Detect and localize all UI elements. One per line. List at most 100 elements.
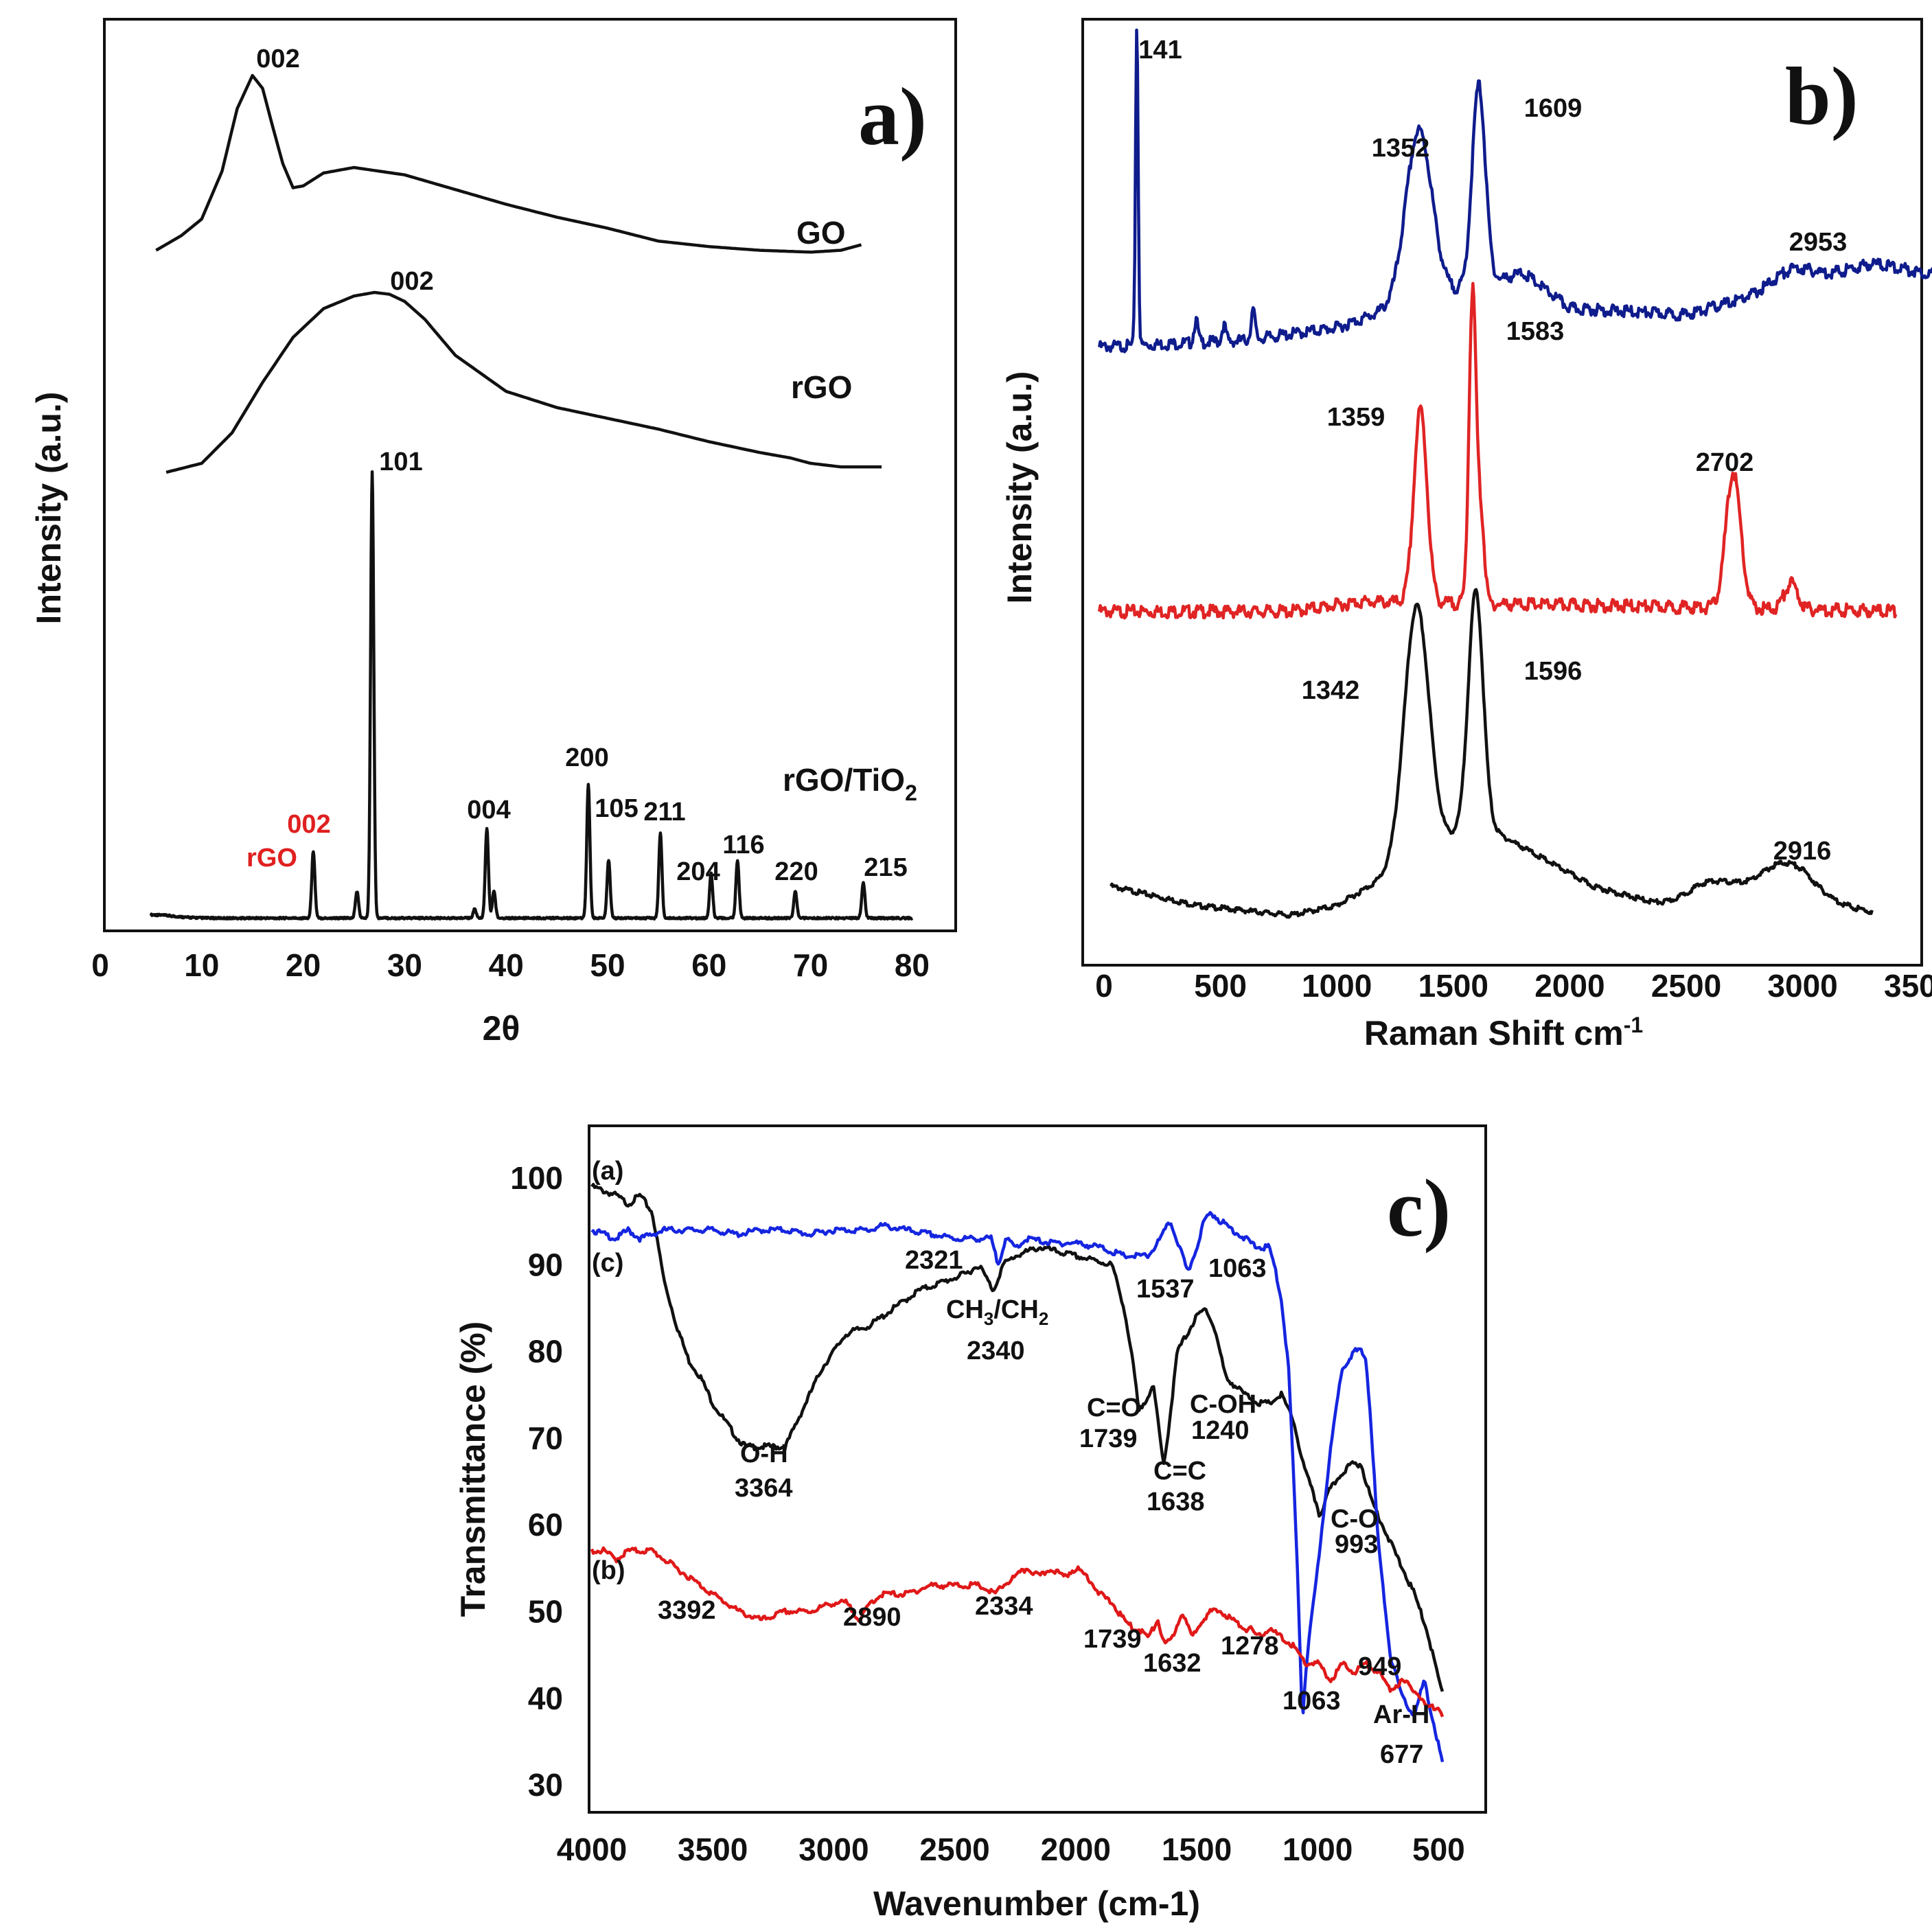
peak-label-215: 215 (864, 853, 907, 882)
series-label-b: (b) (592, 1556, 625, 1585)
x-tick-label: 2500 (1651, 968, 1721, 1004)
panel-c-y-ticks: 30 40 50 60 70 80 90 100 (510, 1160, 563, 1803)
peak-label-rgo-002-red: 002 (287, 810, 330, 839)
peak-label-116: 116 (722, 831, 764, 859)
panel-c-x-ticks: 4000 3500 3000 2500 2000 1500 1000 500 (557, 1832, 1465, 1867)
x-tick-label: 1500 (1418, 968, 1488, 1004)
x-tick-label: 0 (1095, 968, 1113, 1004)
rgo-tio2-subscript: 2 (905, 781, 917, 805)
ann-949: 949 (1358, 1652, 1401, 1681)
peak-label-1359: 1359 (1327, 403, 1385, 432)
panel-b: b) 0500100015002000250030003500 14113521… (1000, 18, 1932, 1052)
y-tick-label: 50 (528, 1594, 563, 1630)
ann-ch3-ch2: CH3/CH2 (946, 1295, 1048, 1329)
ann-1278: 1278 (1221, 1632, 1279, 1661)
panel-a-curves (149, 73, 914, 921)
x-tick-label: 3500 (1884, 968, 1932, 1004)
peak-label-220: 220 (774, 857, 818, 886)
panel-b-xlabel-superscript: -1 (1624, 1013, 1643, 1037)
peak-label-rgo-red: rGO (246, 844, 297, 873)
panel-b-label: b) (1785, 50, 1859, 141)
ann-1739: 1739 (1079, 1424, 1138, 1453)
x-tick-label: 500 (1194, 968, 1247, 1004)
x-tick-label: 70 (793, 947, 828, 983)
x-tick-label: 2000 (1534, 968, 1605, 1004)
ann-2890: 2890 (843, 1603, 901, 1632)
x-tick-label: 1000 (1283, 1832, 1353, 1867)
series-label-c: (c) (592, 1249, 623, 1278)
peak-label-1352: 1352 (1372, 134, 1430, 163)
peak-label-200: 200 (565, 743, 608, 772)
series-go (155, 73, 862, 254)
series-rgo (165, 290, 882, 474)
peak-label-004: 004 (467, 796, 510, 824)
panel-b-peak-labels: 141 1352 1609 2953 1359 1583 2702 1342 1596 2916 (1138, 36, 1847, 866)
peak-label-141: 141 (1138, 36, 1182, 65)
series-b-red (590, 1546, 1445, 1718)
y-tick-label: 80 (528, 1334, 563, 1370)
peak-label-2702: 2702 (1696, 448, 1754, 477)
x-tick-label: 1500 (1162, 1832, 1232, 1867)
series-label-rgo: rGO (791, 369, 852, 405)
series-label-go: GO (796, 215, 846, 251)
peak-label-1596: 1596 (1524, 657, 1583, 686)
panel-c-ylabel: Transmittance (%) (454, 1321, 492, 1617)
panel-b-frame (1081, 18, 1923, 967)
x-tick-label: 3500 (678, 1832, 748, 1867)
ann-1063-bot: 1063 (1283, 1687, 1341, 1716)
y-tick-label: 100 (510, 1160, 563, 1196)
series-label-a: (a) (592, 1157, 623, 1186)
peak-label-2916: 2916 (1773, 837, 1832, 866)
ann-c-o: C-O (1331, 1505, 1379, 1534)
ann-3392: 3392 (658, 1596, 716, 1625)
peak-label-211: 211 (643, 798, 685, 827)
x-tick-label: 40 (489, 947, 524, 983)
series-rgo-tio2 (149, 470, 914, 921)
panel-b-curves (1097, 28, 1932, 919)
x-tick-label: 3000 (798, 1832, 869, 1867)
y-tick-label: 90 (528, 1247, 563, 1282)
ann-1739b: 1739 (1083, 1625, 1142, 1654)
ann-ar-h: Ar-H (1373, 1700, 1429, 1729)
series-black (1109, 588, 1874, 919)
x-tick-label: 2000 (1041, 1832, 1111, 1867)
y-tick-label: 30 (528, 1767, 563, 1803)
panel-a-ylabel: Intensity (a.u.) (30, 392, 68, 625)
ann-1638: 1638 (1147, 1488, 1205, 1516)
ann-2340: 2340 (967, 1337, 1025, 1365)
series-red (1097, 281, 1898, 620)
panel-c-annotations: (a) (c) (b) 2321 CH3/CH2 2340 O-H 3364 1… (592, 1157, 1429, 1769)
ann-1240: 1240 (1191, 1416, 1250, 1445)
ann-ch-sub1: 3 (984, 1308, 993, 1329)
ann-oh: O-H (740, 1440, 788, 1468)
peak-label-go-002: 002 (256, 45, 299, 73)
panel-c-label: c) (1387, 1162, 1451, 1254)
x-tick-label: 0 (91, 947, 109, 983)
peak-label-1583: 1583 (1506, 317, 1565, 346)
ann-ch-slash: /CH (993, 1295, 1038, 1324)
ann-c-c: C=C (1153, 1457, 1206, 1486)
ann-ch-sub2: 2 (1039, 1308, 1048, 1329)
ann-993: 993 (1335, 1530, 1378, 1559)
series-blue (1097, 28, 1932, 354)
panel-a-frame (103, 18, 957, 932)
ann-2321: 2321 (905, 1246, 963, 1275)
peak-label-101: 101 (379, 448, 422, 476)
ann-c-oh: C-OH (1190, 1390, 1256, 1419)
x-tick-label: 1000 (1302, 968, 1372, 1004)
ann-c-o-double: C=O (1087, 1394, 1141, 1422)
x-tick-label: 20 (286, 947, 321, 983)
ann-1537: 1537 (1136, 1275, 1195, 1304)
panel-b-ylabel: Intensity (a.u.) (1000, 371, 1039, 604)
peak-label-204: 204 (676, 857, 720, 886)
x-tick-label: 500 (1412, 1832, 1465, 1867)
x-tick-label: 2500 (919, 1832, 989, 1867)
x-tick-label: 10 (184, 947, 219, 983)
panel-c-frame (588, 1124, 1487, 1814)
y-tick-label: 70 (528, 1420, 563, 1456)
ann-1632: 1632 (1143, 1649, 1201, 1678)
panel-a: a) 0 10 20 30 40 50 60 70 80 002 002 002 rGO 101 004 2… (30, 18, 957, 1048)
x-tick-label: 4000 (557, 1832, 627, 1867)
